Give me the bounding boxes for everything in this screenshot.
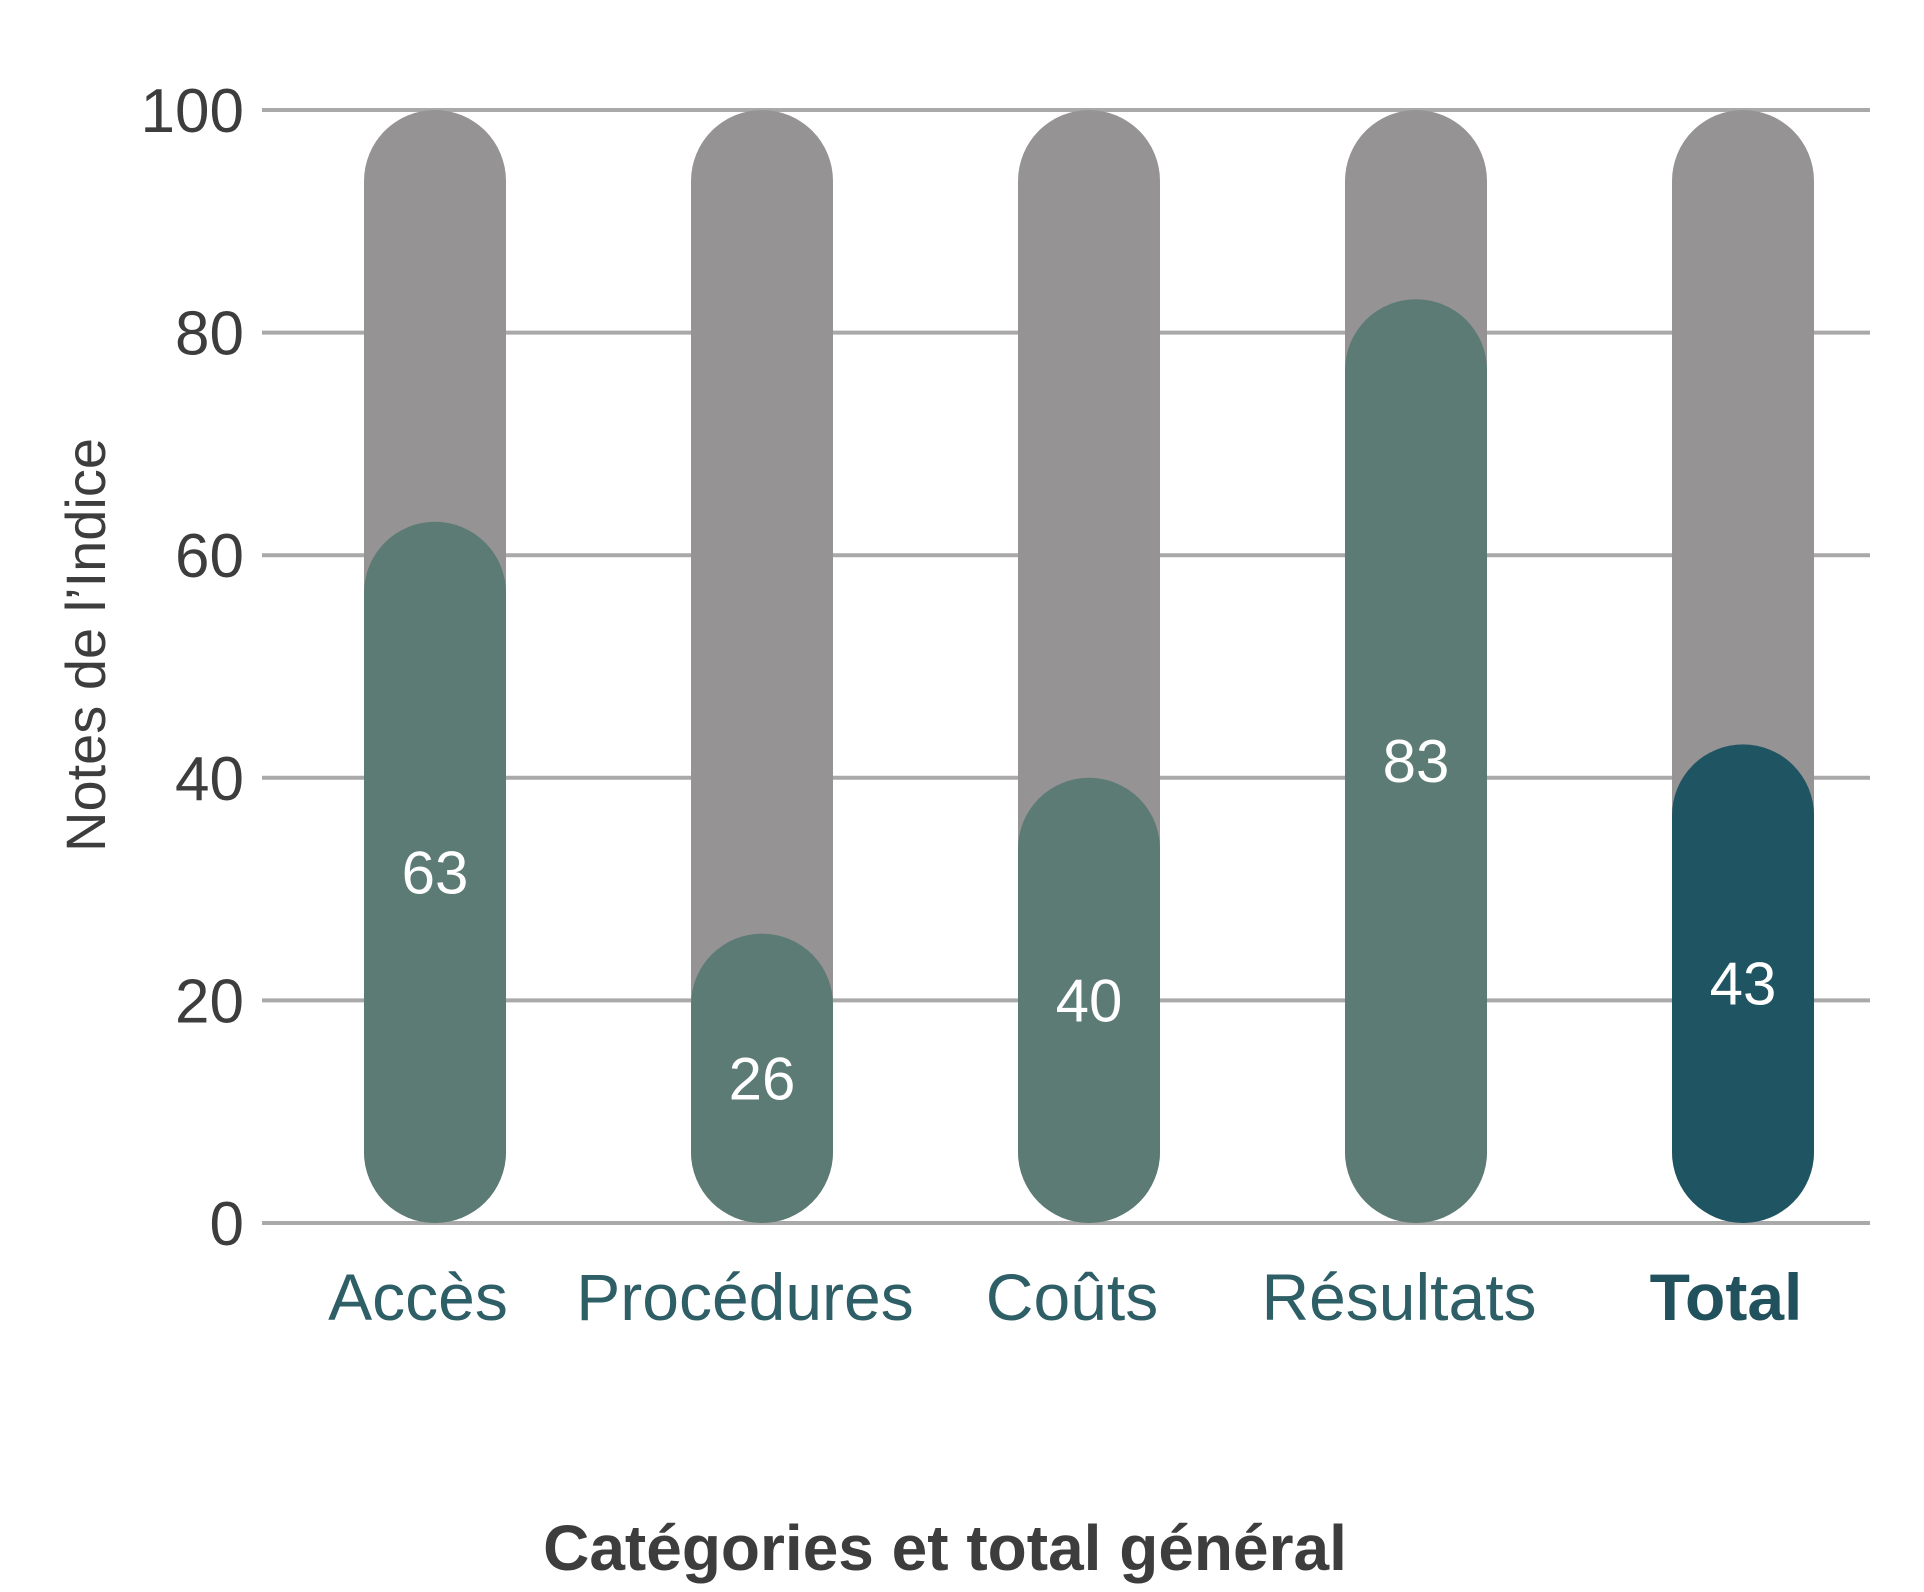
value-label: 26 <box>729 1045 796 1112</box>
y-tick-label: 20 <box>175 967 244 1036</box>
category-labels: Accès Procédures Coûts Résultats Total <box>328 1260 1802 1334</box>
bar-value <box>691 933 833 1223</box>
y-tick-label: 80 <box>175 300 244 369</box>
value-label: 43 <box>1710 951 1777 1018</box>
category-label: Total <box>1650 1260 1803 1334</box>
y-tick-label: 40 <box>175 745 244 814</box>
category-label: Accès <box>328 1260 508 1334</box>
category-label: Coûts <box>986 1260 1158 1334</box>
y-tick-label: 100 <box>141 77 244 146</box>
bar-value <box>1345 299 1487 1224</box>
category-label: Résultats <box>1261 1260 1536 1334</box>
value-label: 83 <box>1383 728 1450 795</box>
x-axis-title: Catégories et total général <box>543 1512 1347 1584</box>
y-axis-ticks: 0 20 40 60 80 100 <box>141 77 244 1259</box>
y-axis-title: Notes de l’Indice <box>54 438 117 852</box>
bar-value <box>364 521 506 1223</box>
value-label: 63 <box>402 839 469 906</box>
bars <box>364 110 1814 1224</box>
bar-total <box>1672 744 1814 1223</box>
y-tick-label: 60 <box>175 522 244 591</box>
bar-value <box>1018 777 1160 1223</box>
category-label: Procédures <box>576 1260 914 1334</box>
value-label: 40 <box>1056 967 1123 1034</box>
y-tick-label: 0 <box>210 1190 244 1259</box>
value-labels: 63 26 40 83 43 <box>402 728 1777 1112</box>
